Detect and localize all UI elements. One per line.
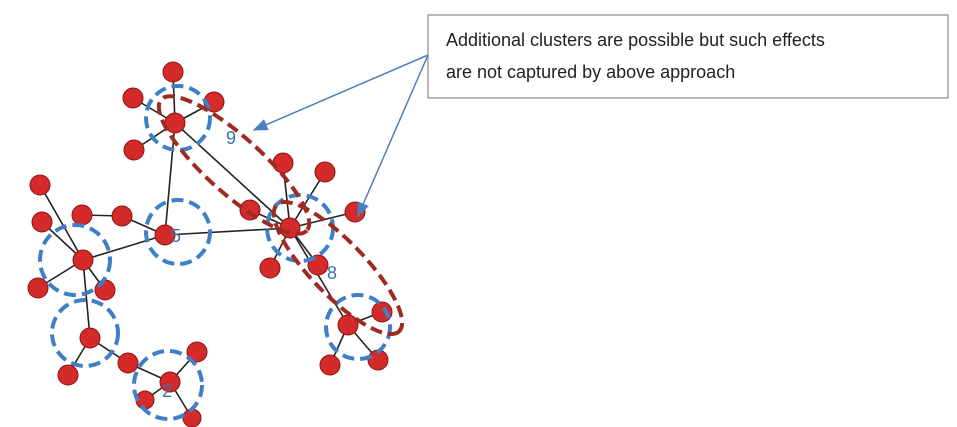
node (123, 139, 145, 161)
extra (271, 199, 405, 337)
node (29, 174, 51, 196)
node (117, 352, 139, 374)
node (122, 87, 144, 109)
node (27, 277, 49, 299)
node (71, 204, 93, 226)
callout-line: Additional clusters are possible but suc… (446, 30, 825, 50)
cluster (38, 223, 112, 297)
label: 2 (162, 381, 172, 401)
node (314, 161, 336, 183)
cluster (144, 198, 212, 266)
cluster (144, 84, 212, 152)
node (72, 249, 94, 271)
label: 9 (226, 128, 236, 148)
callout: Additional clusters are possible but suc… (252, 14, 949, 218)
cluster (324, 293, 392, 361)
node (272, 152, 294, 174)
node (371, 301, 393, 323)
edge (39, 184, 84, 261)
node (57, 364, 79, 386)
edge (82, 234, 166, 261)
arrow (357, 54, 429, 218)
node (159, 371, 181, 393)
edge (82, 259, 91, 339)
node (79, 327, 101, 349)
node (154, 224, 176, 246)
cluster (132, 349, 204, 421)
label: 5 (171, 226, 181, 246)
cluster-labels: 9 5 8 2 (162, 128, 337, 401)
edge (174, 122, 291, 229)
callout-line: are not captured by above approach (446, 62, 735, 82)
node (94, 279, 116, 301)
node (162, 61, 184, 83)
node (319, 354, 341, 376)
node (111, 205, 133, 227)
node (186, 341, 208, 363)
arrow (252, 54, 429, 131)
extra (156, 94, 312, 236)
node (164, 112, 186, 134)
clusters (38, 84, 405, 421)
node (259, 257, 281, 279)
edge (289, 227, 349, 326)
cluster (50, 298, 120, 368)
node (337, 314, 359, 336)
edge (164, 227, 291, 236)
label: 8 (327, 263, 337, 283)
node (31, 211, 53, 233)
callout-box (427, 14, 949, 99)
edge (289, 171, 326, 229)
